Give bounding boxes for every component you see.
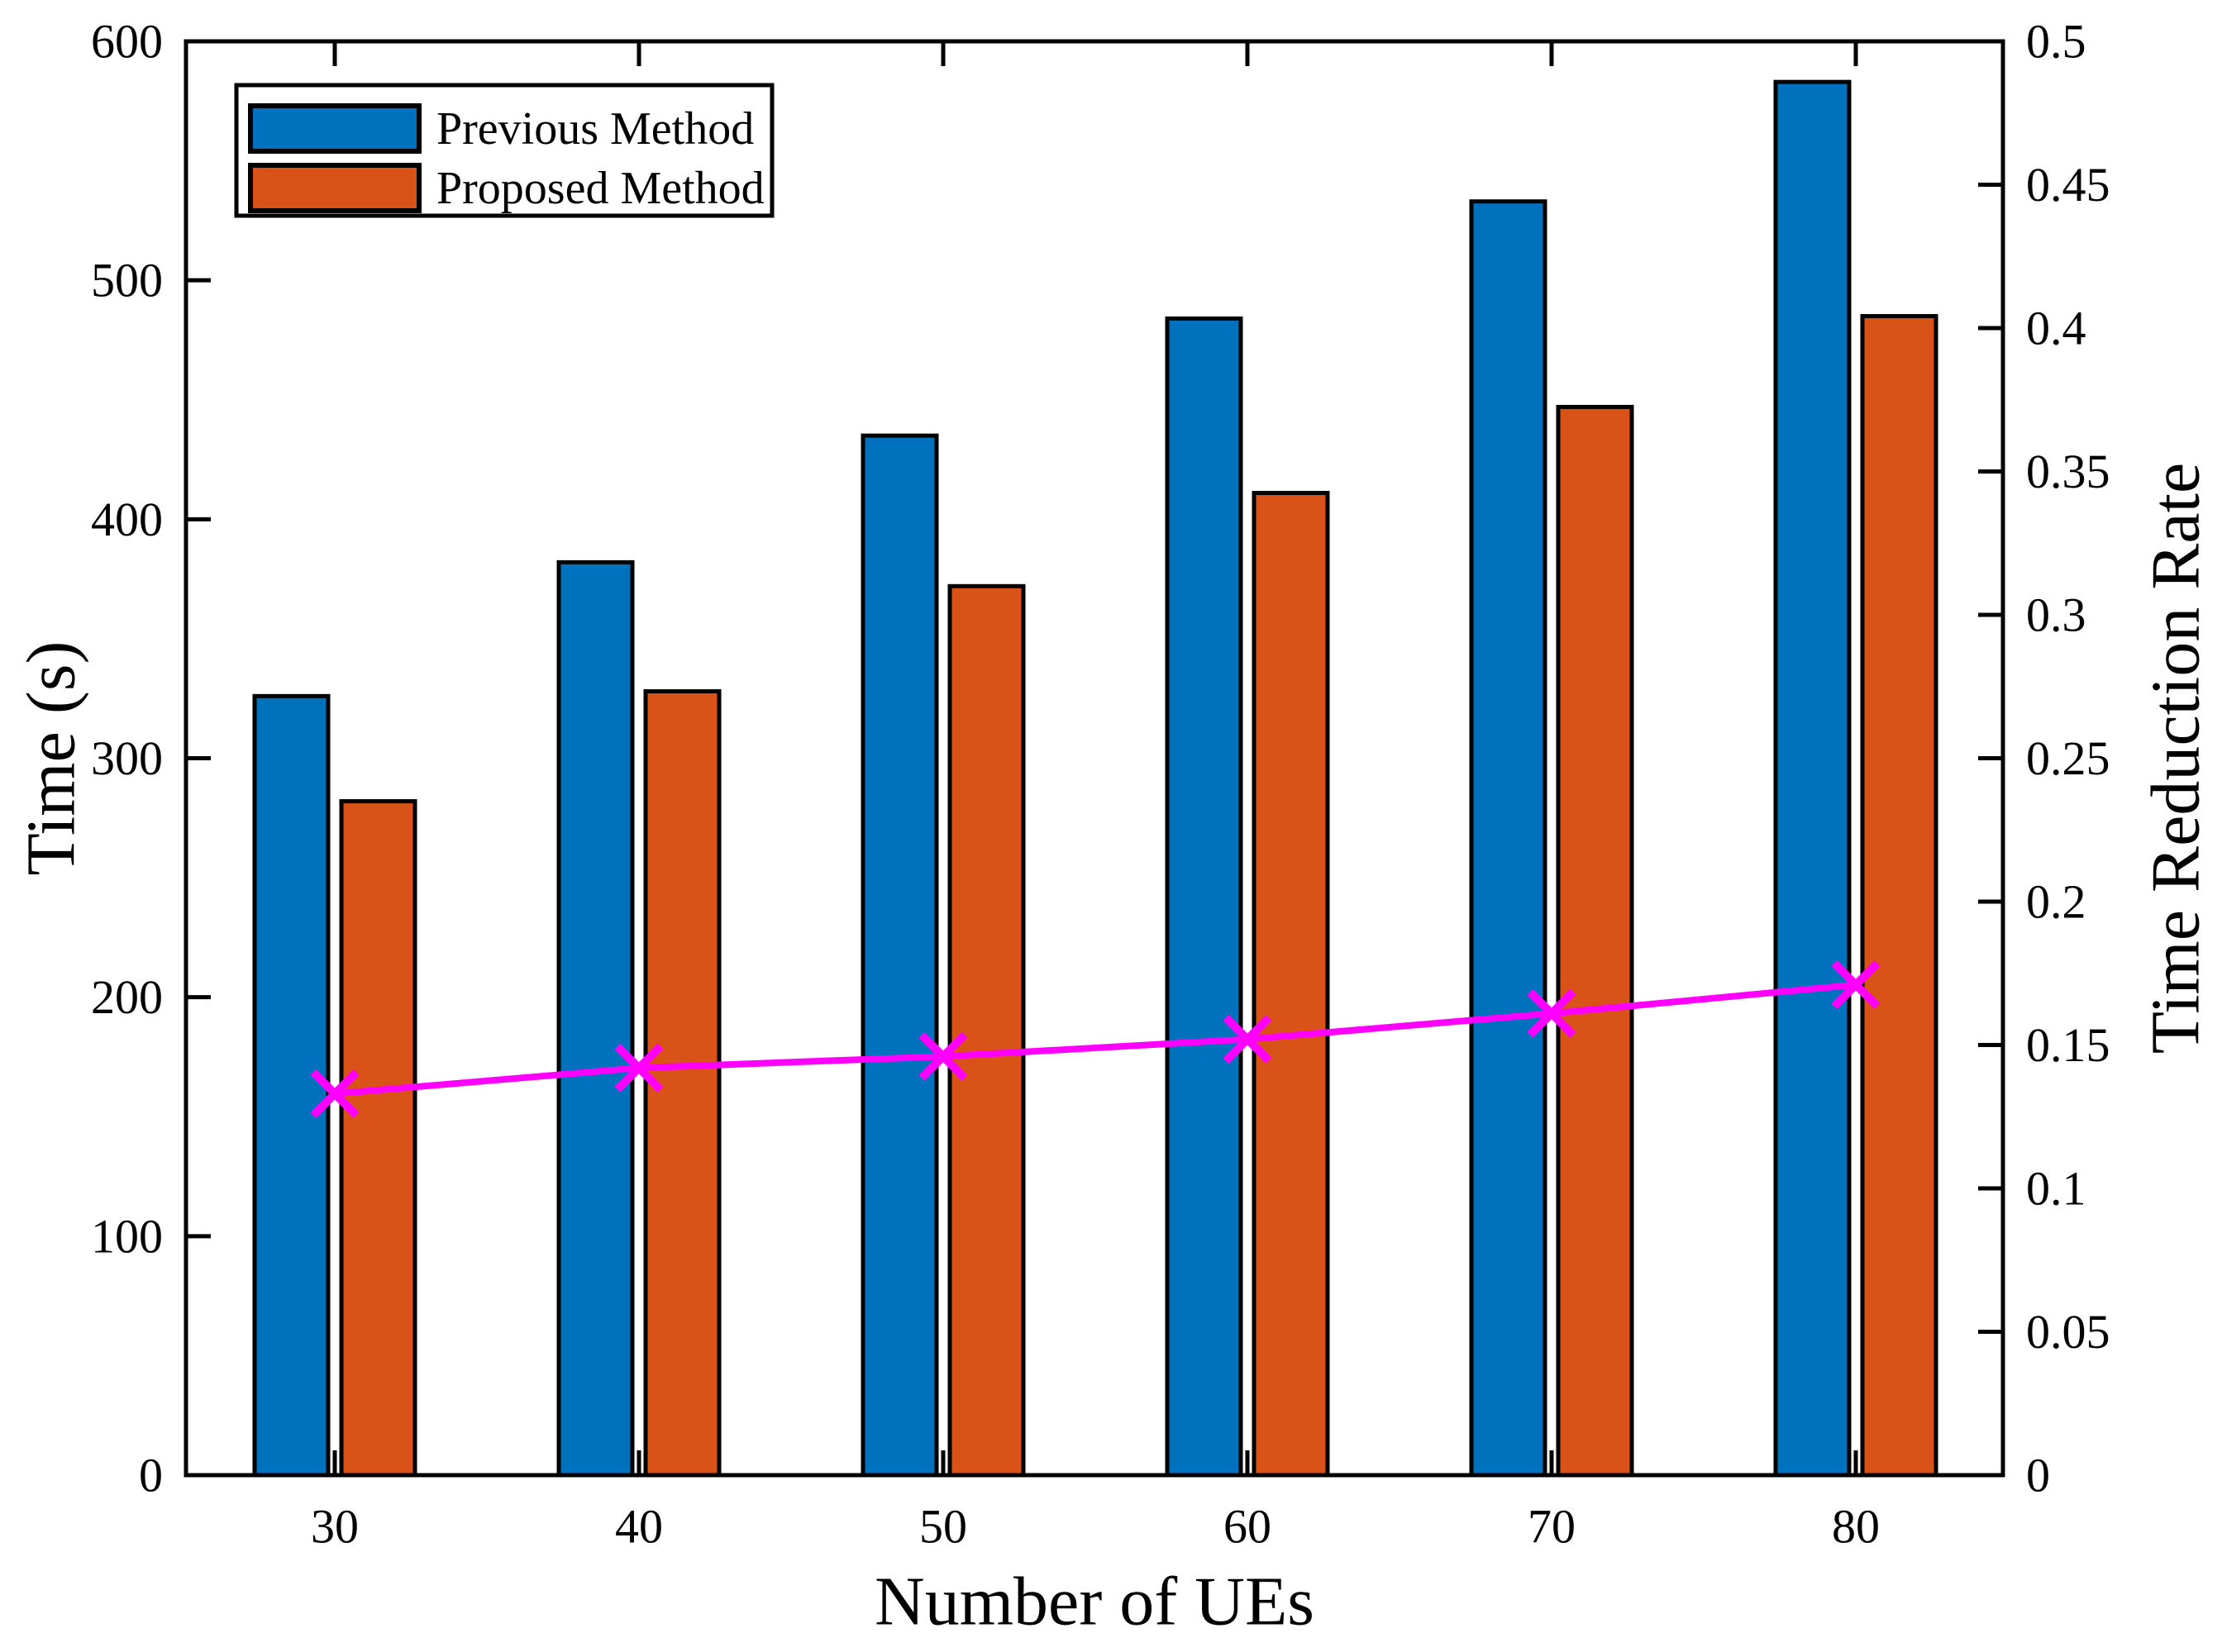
reduction-rate-marker-60 bbox=[1223, 1015, 1272, 1064]
right-axis-tick-label: 0 bbox=[2026, 1449, 2050, 1502]
right-axis-tick-label: 0.2 bbox=[2026, 875, 2086, 929]
left-axis-tick-label: 400 bbox=[91, 493, 163, 546]
x-axis-tick-label: 60 bbox=[1223, 1500, 1271, 1554]
x-axis-tick-label: 70 bbox=[1528, 1500, 1576, 1554]
right-axis-tick-label: 0.25 bbox=[2026, 731, 2110, 785]
bar-previous-method-70 bbox=[1469, 199, 1547, 1478]
reduction-rate-line bbox=[334, 981, 1857, 1097]
legend-label-1: Previous Method bbox=[436, 103, 754, 155]
bar-proposed-method-60 bbox=[1252, 491, 1330, 1478]
reduction-rate-marker-30 bbox=[310, 1069, 360, 1119]
reduction-rate-marker-50 bbox=[918, 1031, 968, 1081]
right-axis-tick-label: 0.35 bbox=[2026, 445, 2110, 498]
right-axis-tick-label: 0.4 bbox=[2026, 302, 2086, 355]
bar-previous-method-40 bbox=[556, 559, 635, 1478]
left-axis-tick-label: 300 bbox=[91, 731, 163, 785]
x-axis-tick-label: 50 bbox=[919, 1500, 967, 1554]
right-axis-tick-label: 0.45 bbox=[2026, 158, 2110, 212]
reduction-rate-marker-70 bbox=[1527, 988, 1576, 1038]
left-axis-tick-label: 200 bbox=[91, 970, 163, 1024]
reduction-rate-marker-40 bbox=[614, 1043, 664, 1093]
right-axis-tick-label: 0.05 bbox=[2026, 1305, 2110, 1359]
plot-frame bbox=[184, 39, 2005, 1478]
legend-swatch-1 bbox=[248, 103, 422, 154]
left-axis-tick-label: 600 bbox=[91, 15, 163, 69]
bar-proposed-method-50 bbox=[947, 583, 1026, 1478]
bar-proposed-method-70 bbox=[1556, 404, 1634, 1478]
left-axis-tick-label: 0 bbox=[139, 1449, 163, 1502]
x-axis-tick-label: 40 bbox=[615, 1500, 663, 1554]
bar-previous-method-30 bbox=[252, 693, 331, 1478]
bar-proposed-method-30 bbox=[339, 799, 417, 1478]
left-axis-tick-label: 100 bbox=[91, 1209, 163, 1263]
reduction-rate-marker-80 bbox=[1831, 960, 1881, 1010]
bar-previous-method-60 bbox=[1165, 316, 1243, 1478]
bar-previous-method-80 bbox=[1773, 79, 1852, 1478]
x-axis-tick-label: 30 bbox=[311, 1500, 359, 1554]
right-axis-tick-label: 0.5 bbox=[2026, 15, 2086, 69]
bar-proposed-method-80 bbox=[1860, 314, 1938, 1478]
legend: Previous Method Proposed Method bbox=[234, 83, 775, 218]
x-axis-label: Number of UEs bbox=[875, 1564, 1314, 1640]
left-axis-tick-label: 500 bbox=[91, 254, 163, 307]
right-axis-tick-label: 0.15 bbox=[2026, 1018, 2110, 1072]
right-axis-tick-label: 0.3 bbox=[2026, 588, 2086, 642]
x-axis-tick-label: 80 bbox=[1832, 1500, 1880, 1554]
plot-area bbox=[186, 41, 2003, 1475]
legend-swatch-2 bbox=[248, 163, 422, 213]
legend-label-2: Proposed Method bbox=[436, 163, 765, 214]
bar-previous-method-50 bbox=[861, 433, 939, 1478]
left-y-axis-label: Time (s) bbox=[13, 641, 90, 876]
right-y-axis-label: Time Reduction Rate bbox=[2138, 463, 2215, 1055]
right-axis-tick-label: 0.1 bbox=[2026, 1162, 2086, 1216]
